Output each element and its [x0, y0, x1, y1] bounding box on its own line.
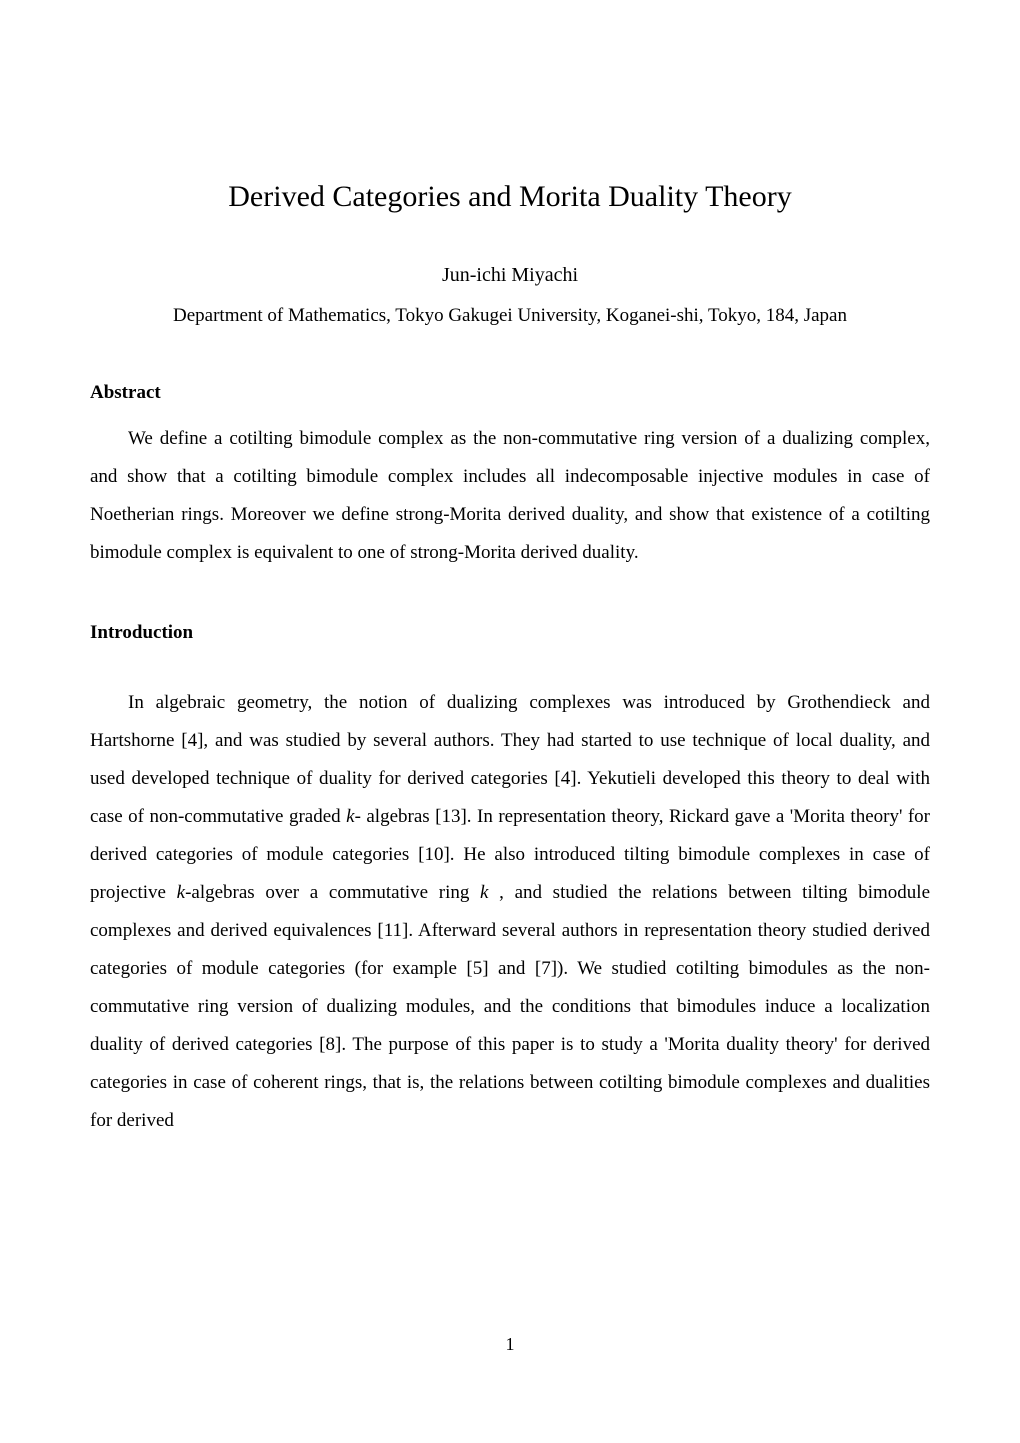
abstract-text: We define a cotilting bimodule complex a… [90, 420, 930, 572]
author-name: Jun-ichi Miyachi [90, 264, 930, 287]
introduction-text: In algebraic geometry, the notion of dua… [90, 684, 930, 1140]
paper-page: Derived Categories and Morita Duality Th… [90, 180, 930, 1393]
paper-title: Derived Categories and Morita Duality Th… [90, 180, 930, 214]
intro-italic-k2: k [177, 882, 185, 903]
introduction-heading: Introduction [90, 622, 930, 644]
intro-part3: -algebras over a commutative ring [185, 882, 480, 903]
author-affiliation: Department of Mathematics, Tokyo Gakugei… [90, 305, 930, 327]
abstract-heading: Abstract [90, 382, 930, 404]
intro-italic-k1: k- [346, 806, 361, 827]
page-number: 1 [506, 1334, 515, 1355]
intro-part4: , and studied the relations between tilt… [90, 882, 930, 1131]
